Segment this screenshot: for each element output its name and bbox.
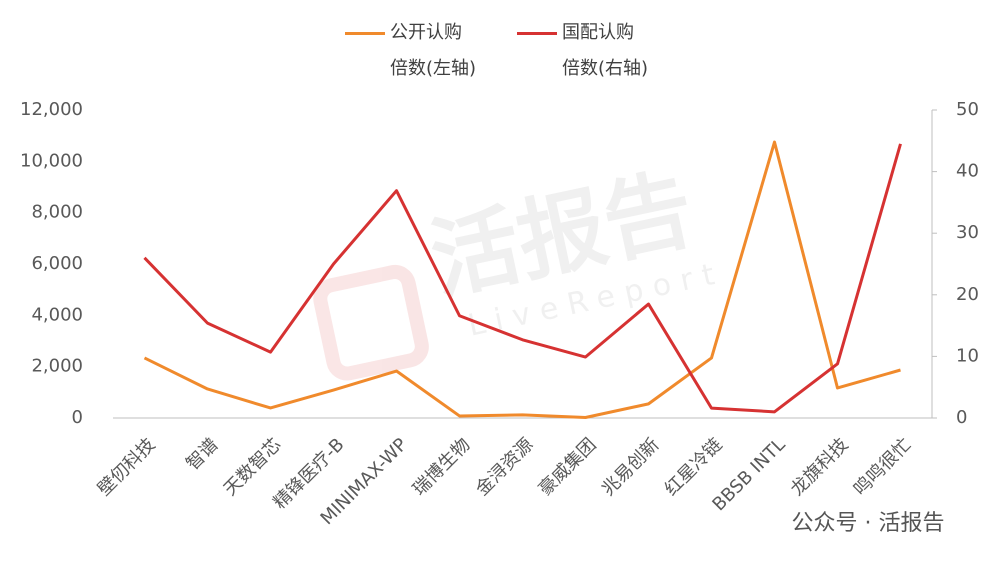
y-tick-label: 0 bbox=[72, 407, 83, 428]
y-tick-label: 6,000 bbox=[31, 253, 83, 274]
legend-label: 公开认购 倍数(左轴) bbox=[390, 22, 477, 79]
y2-tick-label: 20 bbox=[956, 284, 979, 305]
y2-tick-label: 50 bbox=[956, 99, 979, 120]
legend-marker bbox=[517, 32, 557, 35]
legend-label: 国配认购 倍数(右轴) bbox=[562, 22, 649, 79]
x-tick-label: 龙旗科技 bbox=[787, 434, 853, 500]
y-tick-label: 8,000 bbox=[31, 202, 83, 223]
x-tick-label: 红星冷链 bbox=[661, 434, 727, 500]
x-tick-label: 金浔资源 bbox=[472, 434, 538, 500]
series-line bbox=[143, 140, 901, 419]
x-tick-label: 瑞博生物 bbox=[409, 434, 475, 500]
x-tick-label: 兆易创新 bbox=[598, 434, 664, 500]
series-line bbox=[143, 143, 902, 414]
y-tick-label: 4,000 bbox=[31, 304, 83, 325]
watermark: 活报告 LiveReport bbox=[313, 157, 727, 381]
x-tick-label: 壁仞科技 bbox=[94, 434, 160, 500]
y-tick-label: 12,000 bbox=[20, 99, 83, 120]
y2-tick-label: 0 bbox=[956, 407, 967, 428]
y-tick-label: 2,000 bbox=[31, 356, 83, 377]
x-tick-label: 豪威集团 bbox=[535, 434, 601, 500]
watermark-logo bbox=[313, 264, 429, 381]
footer: 公众号 · 活报告 bbox=[792, 511, 945, 536]
x-tick-label: 智谱 bbox=[182, 434, 222, 474]
y2-tick-label: 30 bbox=[956, 222, 979, 243]
x-tick-label: 天数智芯 bbox=[220, 434, 286, 500]
y2-tick-label: 10 bbox=[956, 345, 979, 366]
legend-marker bbox=[345, 32, 385, 35]
y2-tick-label: 40 bbox=[956, 161, 979, 182]
y-tick-label: 10,000 bbox=[20, 150, 83, 171]
x-tick-label: 鸣鸣很忙 bbox=[850, 434, 916, 500]
